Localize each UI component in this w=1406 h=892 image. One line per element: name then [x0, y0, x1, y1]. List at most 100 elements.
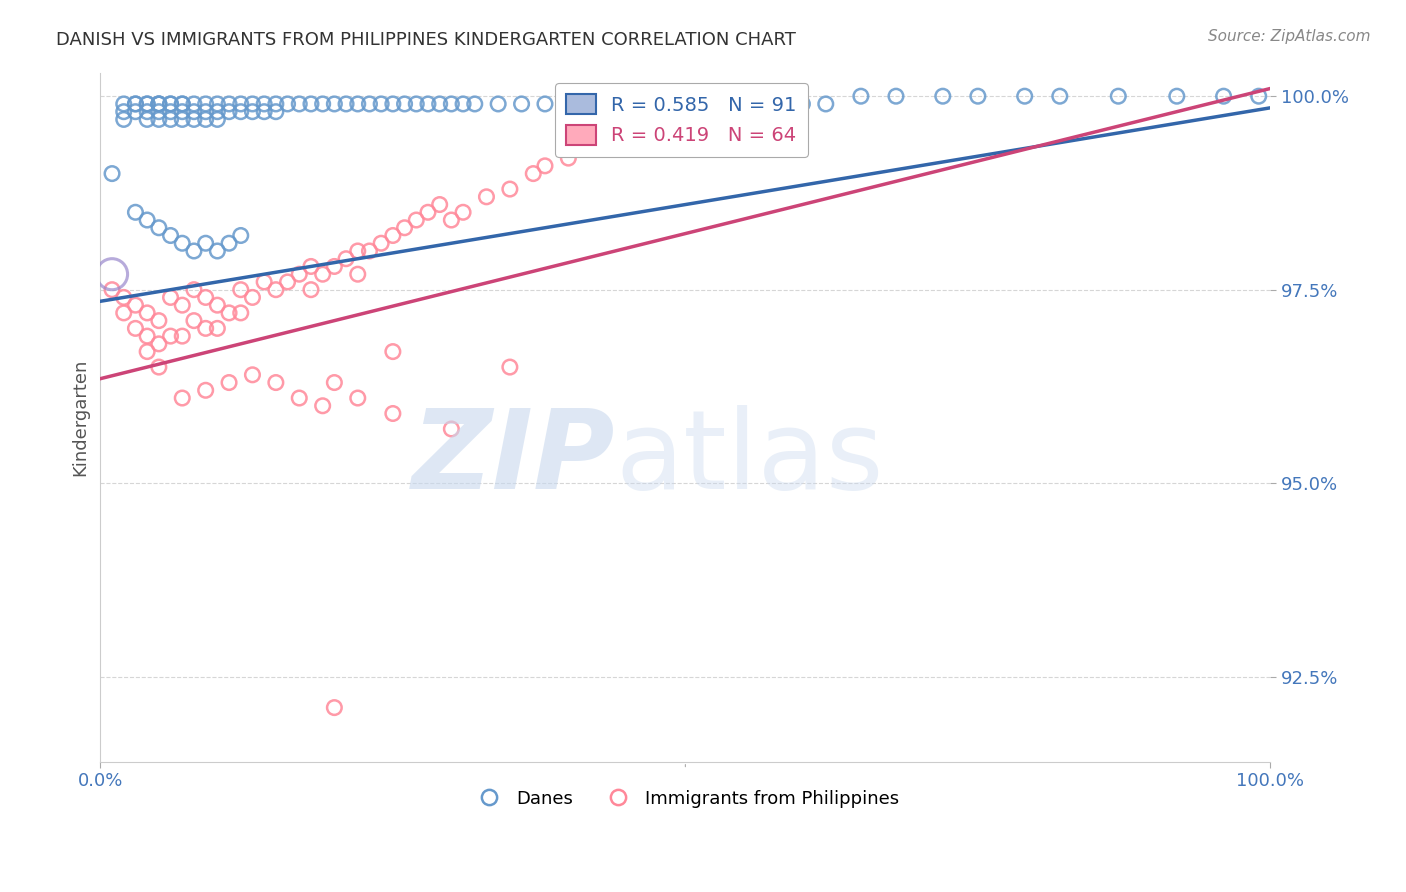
- Text: Source: ZipAtlas.com: Source: ZipAtlas.com: [1208, 29, 1371, 44]
- Point: [451, 97, 474, 112]
- Point: [440, 97, 463, 112]
- Point: [381, 97, 404, 112]
- Point: [429, 97, 451, 112]
- Point: [159, 104, 181, 119]
- Point: [148, 360, 170, 375]
- Point: [101, 267, 124, 281]
- Point: [346, 97, 368, 112]
- Point: [381, 407, 404, 421]
- Point: [440, 213, 463, 227]
- Point: [172, 329, 194, 343]
- Point: [932, 89, 955, 103]
- Point: [359, 97, 381, 112]
- Point: [183, 112, 205, 127]
- Point: [499, 360, 522, 375]
- Point: [253, 104, 276, 119]
- Point: [159, 228, 181, 243]
- Point: [486, 97, 509, 112]
- Point: [136, 104, 159, 119]
- Point: [849, 89, 872, 103]
- Point: [136, 344, 159, 359]
- Point: [381, 228, 404, 243]
- Point: [1014, 89, 1036, 103]
- Text: DANISH VS IMMIGRANTS FROM PHILIPPINES KINDERGARTEN CORRELATION CHART: DANISH VS IMMIGRANTS FROM PHILIPPINES KI…: [56, 31, 796, 49]
- Point: [370, 97, 392, 112]
- Point: [148, 336, 170, 351]
- Point: [242, 290, 264, 304]
- Point: [207, 244, 229, 258]
- Point: [253, 275, 276, 289]
- Point: [218, 376, 240, 390]
- Point: [183, 283, 205, 297]
- Point: [429, 197, 451, 211]
- Point: [534, 159, 557, 173]
- Point: [218, 306, 240, 320]
- Point: [264, 376, 287, 390]
- Point: [335, 252, 357, 266]
- Point: [405, 97, 427, 112]
- Point: [136, 97, 159, 112]
- Point: [136, 97, 159, 112]
- Point: [194, 104, 217, 119]
- Point: [346, 267, 368, 281]
- Point: [148, 97, 170, 112]
- Point: [499, 182, 522, 196]
- Point: [194, 384, 217, 398]
- Point: [1247, 89, 1270, 103]
- Point: [967, 89, 990, 103]
- Point: [159, 329, 181, 343]
- Point: [381, 344, 404, 359]
- Point: [207, 97, 229, 112]
- Point: [172, 97, 194, 112]
- Point: [277, 275, 299, 289]
- Point: [148, 313, 170, 327]
- Point: [172, 104, 194, 119]
- Point: [148, 97, 170, 112]
- Text: ZIP: ZIP: [412, 405, 616, 512]
- Point: [288, 267, 311, 281]
- Point: [359, 244, 381, 258]
- Point: [159, 97, 181, 112]
- Point: [299, 283, 322, 297]
- Point: [814, 97, 837, 112]
- Point: [557, 97, 579, 112]
- Point: [229, 104, 252, 119]
- Point: [1049, 89, 1071, 103]
- Point: [346, 244, 368, 258]
- Point: [264, 97, 287, 112]
- Point: [346, 391, 368, 405]
- Point: [288, 97, 311, 112]
- Point: [194, 112, 217, 127]
- Point: [884, 89, 907, 103]
- Point: [148, 97, 170, 112]
- Point: [522, 167, 544, 181]
- Point: [792, 97, 814, 112]
- Point: [311, 399, 333, 413]
- Point: [1166, 89, 1188, 103]
- Point: [229, 306, 252, 320]
- Point: [510, 97, 533, 112]
- Point: [124, 97, 146, 112]
- Point: [148, 112, 170, 127]
- Point: [207, 104, 229, 119]
- Point: [172, 112, 194, 127]
- Point: [112, 290, 135, 304]
- Point: [101, 283, 124, 297]
- Point: [581, 97, 603, 112]
- Point: [136, 213, 159, 227]
- Point: [172, 391, 194, 405]
- Point: [277, 97, 299, 112]
- Point: [335, 97, 357, 112]
- Point: [264, 104, 287, 119]
- Point: [1107, 89, 1129, 103]
- Point: [405, 213, 427, 227]
- Point: [697, 97, 720, 112]
- Point: [124, 321, 146, 335]
- Point: [124, 104, 146, 119]
- Point: [242, 97, 264, 112]
- Point: [475, 190, 498, 204]
- Point: [194, 321, 217, 335]
- Point: [136, 112, 159, 127]
- Point: [242, 104, 264, 119]
- Point: [148, 104, 170, 119]
